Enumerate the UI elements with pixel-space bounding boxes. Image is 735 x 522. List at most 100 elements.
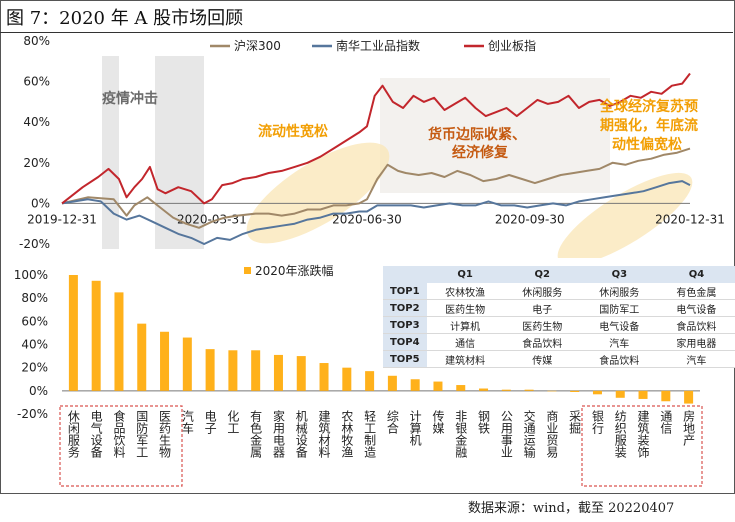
bar (342, 367, 352, 391)
category-label: 电气设备 (89, 410, 103, 459)
table-cell: 国防军工 (580, 299, 658, 317)
table-row-label: TOP1 (383, 283, 427, 300)
table-row: TOP1 农林牧渔 休闲服务 休闲服务 有色金属 (383, 283, 735, 300)
y-tick-label: 60% (23, 75, 50, 89)
figure-title: 图 7：2020 年 A 股市场回顾 (6, 8, 244, 29)
bar (638, 390, 648, 399)
table-cell: 休闲服务 (580, 283, 658, 300)
bar (91, 280, 101, 391)
category-label: 有色金属 (249, 410, 263, 459)
annotation-tightening-2: 经济修复 (452, 144, 509, 161)
y-tick-label: 100% (14, 268, 48, 282)
category-label: 汽车 (180, 409, 194, 435)
category-label: 家用电器 (271, 409, 285, 459)
x-tick-label: 2020-06-30 (332, 212, 402, 226)
table-row: TOP3 计算机 医药生物 电气设备 食品饮料 (383, 316, 735, 334)
series-line-nanhua (61, 180, 691, 245)
x-tick-label: 2020-12-31 (655, 212, 725, 226)
legend-label: 创业板指 (488, 38, 536, 53)
y-tick-label: 80% (23, 34, 50, 48)
y-tick-label: -20% (17, 407, 48, 421)
bar (524, 389, 534, 391)
table-cell: 医药生物 (503, 316, 581, 334)
bar (479, 388, 489, 391)
covid-shade-2 (155, 56, 204, 249)
y-tick-label: 40% (21, 338, 48, 352)
category-label: 国防军工 (135, 410, 149, 458)
category-label: 电子 (203, 410, 217, 434)
table-row-label: TOP4 (383, 333, 427, 351)
bar (228, 350, 238, 391)
table-header-cell: Q2 (503, 266, 581, 283)
y-tick-label: 60% (21, 314, 48, 328)
category-label: 建筑材料 (317, 410, 331, 458)
annotation-liquidity: 流动性宽松 (258, 123, 328, 140)
category-label: 公用事业 (499, 410, 513, 458)
table-row-label: TOP5 (383, 350, 427, 368)
table-cell: 家用电器 (657, 333, 735, 351)
bar (684, 390, 694, 404)
table-cell: 传媒 (503, 350, 581, 368)
bar (273, 354, 283, 391)
table-cell: 电子 (503, 299, 581, 317)
table-header-cell: Q1 (426, 266, 504, 283)
y-tick-label: 0% (31, 196, 50, 210)
bar (410, 379, 420, 391)
top5-highlight-box (59, 405, 183, 487)
bar (137, 323, 147, 391)
table-cell: 食品饮料 (580, 350, 658, 368)
bar (547, 390, 557, 392)
bar (501, 389, 511, 391)
legend-label: 2020年涨跌幅 (255, 263, 334, 278)
bar-chart: 100%80%60%40%20%0%-20% 休闲服务 电气设备 食品饮料 国防军工 医药… (14, 263, 703, 487)
recovery-ellipse (557, 172, 693, 258)
category-label: 化工 (226, 410, 240, 434)
bar (661, 390, 671, 402)
bar (387, 375, 397, 391)
bar (319, 363, 329, 391)
bar (205, 349, 215, 391)
table-cell: 电气设备 (580, 316, 658, 334)
annotation-tightening-1: 货币边际收紧、 (427, 126, 526, 143)
x-tick-label: 2019-12-31 (27, 212, 97, 226)
category-label: 房地产 (682, 409, 696, 447)
table-header-row: Q1 Q2 Q3 Q4 (383, 266, 735, 283)
quarterly-top-table: Q1 Q2 Q3 Q4 TOP1 农林牧渔 休闲服务 休闲服务 有色金属 TOP… (383, 266, 735, 368)
annotation-covid: 疫情冲击 (102, 90, 158, 107)
liquidity-ellipse (246, 142, 390, 244)
category-label: 交通运输 (522, 409, 536, 459)
bar (615, 390, 625, 398)
legend-label: 沪深300 (234, 39, 281, 53)
table-cell: 食品饮料 (503, 333, 581, 351)
category-label: 休闲服务 (66, 410, 80, 458)
category-label: 采掘 (568, 410, 582, 435)
table-cell: 通信 (426, 333, 504, 351)
bar (182, 337, 192, 391)
category-label: 非银金融 (454, 410, 468, 459)
annotation-recovery-2: 期强化，年底流 (600, 117, 698, 134)
bar (365, 371, 375, 391)
table-cell: 汽车 (580, 333, 658, 351)
table-row: TOP2 医药生物 电子 国防军工 电气设备 (383, 299, 735, 317)
table-header-cell: Q3 (580, 266, 658, 283)
category-label: 通信 (659, 410, 673, 435)
y-tick-label: 40% (23, 115, 50, 129)
category-label: 轻工制造 (363, 410, 377, 458)
table-cell: 食品饮料 (657, 316, 735, 334)
title-bar: 图 7：2020 年 A 股市场回顾 (0, 0, 733, 33)
annotation-recovery-3: 动性偏宽松 (612, 136, 682, 153)
legend-swatch-bar (244, 267, 251, 274)
table-cell: 有色金属 (657, 283, 735, 300)
category-label: 建筑装饰 (636, 410, 650, 458)
y-tick-label: 0% (29, 384, 48, 398)
table-cell: 农林牧渔 (426, 283, 504, 300)
table-cell: 电气设备 (657, 299, 735, 317)
table-cell: 汽车 (657, 350, 735, 368)
bar (433, 381, 443, 391)
table-cell: 建筑材料 (426, 350, 504, 368)
category-label: 商业贸易 (545, 409, 559, 459)
bar (251, 350, 261, 391)
category-label: 纺织服装 (613, 410, 627, 459)
source-note: 数据来源：wind，截至 20220407 (468, 501, 675, 516)
y-tick-label: 80% (21, 291, 48, 305)
